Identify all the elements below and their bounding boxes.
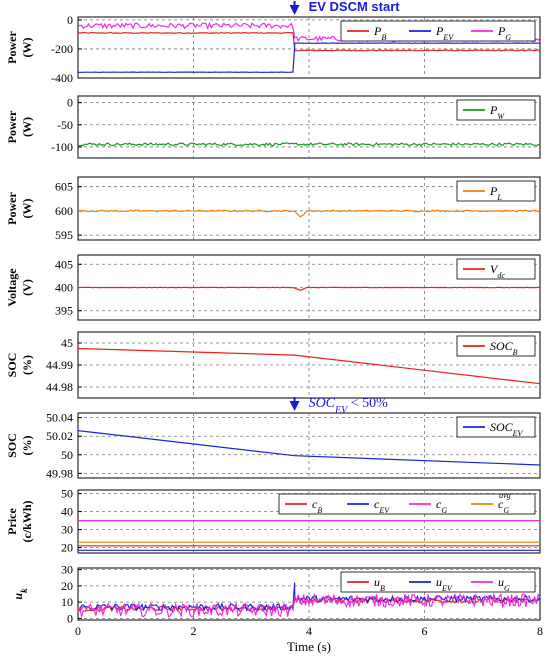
- x-axis-label: Time (s): [287, 639, 331, 654]
- legend-box: [278, 493, 536, 515]
- legend-label: SOCB: [490, 339, 518, 357]
- annotation-2: SOCEV < 50%: [289, 396, 389, 416]
- x-tick-label: 8: [537, 624, 543, 638]
- y-tick-label: 30: [61, 523, 73, 537]
- annotation-label: EV DSCM start: [309, 0, 401, 14]
- y-tick-label: 605: [55, 180, 73, 194]
- y-axis-unit: (c/kWh): [20, 500, 34, 542]
- y-tick-label: 49.98: [46, 466, 73, 480]
- legend: PB PEV PG: [340, 20, 536, 42]
- y-tick-label: 50.04: [46, 411, 73, 425]
- y-axis-unit: (%): [20, 355, 34, 375]
- y-tick-label: 50: [61, 487, 73, 501]
- legend-box: [456, 416, 536, 438]
- legend-box: [340, 20, 536, 42]
- legend-box: [456, 180, 536, 202]
- y-axis-unit: (W): [20, 117, 34, 137]
- legend: PW: [456, 99, 536, 121]
- annotation-arrow: [289, 401, 300, 411]
- y-tick-label: 10: [61, 595, 73, 609]
- panel-2: 0 -50 -100 Power (W) PW: [5, 95, 541, 159]
- annotation-label: SOCEV < 50%: [309, 396, 389, 416]
- legend: PL: [456, 180, 536, 202]
- legend-box: [456, 99, 536, 121]
- y-axis-unit: (%): [20, 436, 34, 456]
- y-tick-label: 50.02: [46, 429, 73, 443]
- panel-4: 405 400 395 Voltage (V) Vdc: [5, 254, 541, 321]
- y-tick-label: 40: [61, 505, 73, 519]
- series-line-v-dc: [78, 286, 541, 291]
- series-line-u-g: [77, 592, 541, 619]
- y-tick-label: 0: [67, 611, 73, 625]
- panel-6: 50.04 50.02 50 49.98 SOC (%) SOCEV: [5, 411, 541, 480]
- panel-7: 50 40 30 20 Price (c/kWh) cB cEV cG cGavg: [5, 487, 541, 555]
- y-axis-label: SOC: [5, 433, 19, 458]
- y-tick-label: 595: [55, 228, 73, 242]
- legend: cB cEV cG cGavg: [278, 491, 536, 515]
- x-tick-label: 6: [422, 624, 428, 638]
- panel-1: 0 -200 -400 Power (W) PB PEV PG: [5, 13, 541, 85]
- y-tick-label: -50: [57, 118, 73, 132]
- y-tick-label: -400: [51, 71, 73, 85]
- legend-label: cB: [312, 497, 322, 515]
- y-tick-label: 20: [61, 541, 73, 555]
- y-tick-label: 30: [61, 563, 73, 577]
- y-tick-label: 600: [55, 204, 73, 218]
- legend-box: [340, 571, 536, 593]
- y-axis-label: Power: [5, 110, 19, 143]
- y-tick-label: 44.98: [46, 380, 73, 394]
- x-tick-label: 2: [191, 624, 197, 638]
- y-tick-label: 0: [67, 13, 73, 27]
- series-line-soc-ev: [77, 430, 541, 466]
- y-axis-label: Voltage: [5, 268, 19, 307]
- legend-label: cG: [436, 497, 447, 515]
- series-line-u-ev: [77, 582, 541, 612]
- y-axis-label: Power: [5, 192, 19, 225]
- legend: uB uEV uG: [340, 571, 536, 593]
- y-tick-label: -200: [51, 42, 73, 56]
- legend-box: [456, 258, 536, 280]
- panel-3: 605 600 595 Power (W) PL: [5, 176, 541, 242]
- y-axis-label: uk: [11, 588, 29, 600]
- legend: SOCB: [456, 335, 536, 357]
- series-line-soc-b: [77, 347, 541, 385]
- y-tick-label: 0: [67, 96, 73, 110]
- legend-label: uB: [374, 575, 385, 593]
- y-tick-label: 405: [55, 257, 73, 271]
- annotation-1: EV DSCM start: [289, 0, 401, 15]
- x-tick-label: 4: [306, 624, 312, 638]
- legend: Vdc: [456, 258, 536, 280]
- x-tick-label: 0: [75, 624, 81, 638]
- panel-8: 30 20 10 0 uk uB uEV uG 0 2 4 6 8 Time (s): [11, 563, 543, 654]
- y-tick-label: 20: [61, 579, 73, 593]
- y-axis-unit: (V): [20, 279, 34, 296]
- series-line-p-ev: [78, 42, 541, 73]
- y-tick-label: 395: [55, 304, 73, 318]
- y-tick-label: -100: [51, 140, 73, 154]
- series-line-p-b: [77, 31, 541, 52]
- legend: SOCEV: [456, 416, 536, 438]
- panel-5: 45 44.99 44.98 SOC (%) SOCB: [5, 331, 541, 399]
- y-axis-unit: (W): [20, 199, 34, 219]
- series-line-p-l: [77, 209, 541, 218]
- y-axis-label: SOC: [5, 353, 19, 378]
- y-tick-label: 50: [61, 448, 73, 462]
- y-axis-label: Power: [5, 31, 19, 64]
- y-tick-label: 45: [61, 336, 73, 350]
- legend-box: [456, 335, 536, 357]
- y-tick-label: 44.99: [46, 358, 73, 372]
- y-axis-unit: (W): [20, 38, 34, 58]
- series-line-p-w: [78, 142, 541, 147]
- y-axis-label: Price: [5, 508, 19, 535]
- y-tick-label: 400: [55, 281, 73, 295]
- annotation-arrow: [289, 5, 300, 15]
